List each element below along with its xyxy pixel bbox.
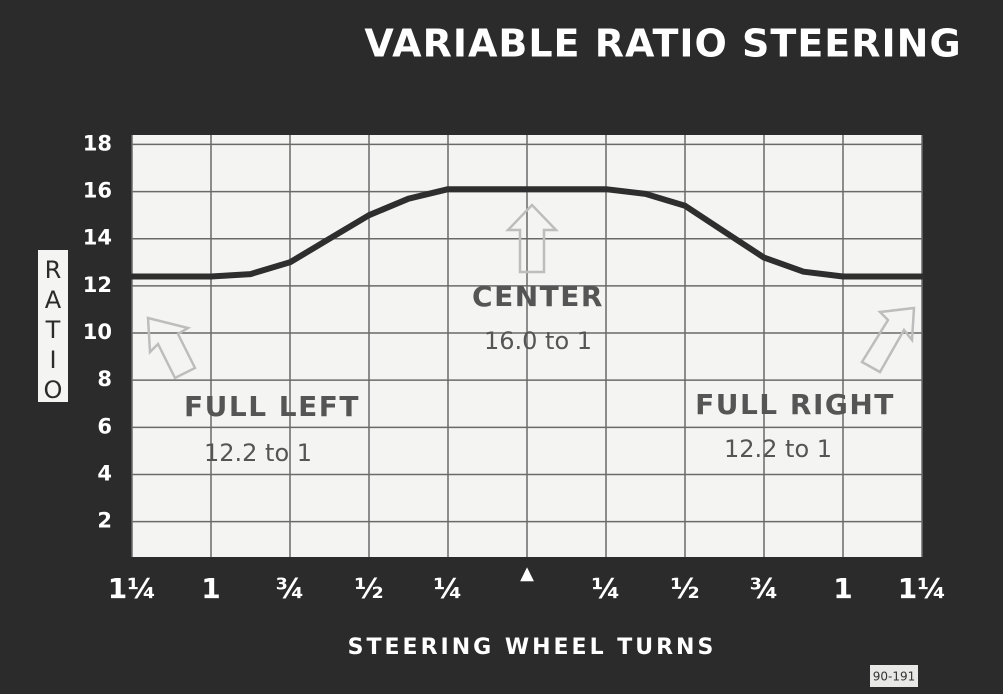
y-tick-label: 6 [97,414,112,438]
x-tick-label: ▲ [520,563,534,584]
y-tick-label: 4 [97,461,112,485]
x-tick-label: ¾ [750,572,779,605]
x-tick-label: ¾ [276,572,305,605]
center-arrow [505,203,559,274]
x-tick-label: ½ [671,572,700,605]
y-tick-label: 8 [97,367,112,391]
y-tick-label: 16 [83,179,112,203]
x-tick-label: 1 [833,572,852,605]
y-axis-label: RATIO [39,256,67,406]
x-tick-label: 1 [201,572,220,605]
y-tick-label: 10 [83,320,112,344]
x-tick-label: 1¼ [108,572,156,605]
ratio-line [129,186,925,280]
x-axis-label: STEERING WHEEL TURNS [348,635,717,660]
y-tick-label: 18 [83,131,112,155]
x-tick-label: 1¼ [898,572,946,605]
x-tick-label: ½ [355,572,384,605]
figure-code: 90-191 [873,670,916,684]
y-tick-label: 2 [97,509,112,533]
annotation: FULL RIGHT [695,388,895,421]
annotation: 12.2 to 1 [724,435,832,463]
x-tick-label: ¼ [434,572,463,605]
x-tick-label: ¼ [592,572,621,605]
annotation: 16.0 to 1 [484,327,592,355]
y-label-box [38,250,68,402]
annotation: 12.2 to 1 [204,439,312,467]
code-box [870,665,918,687]
y-tick-label: 14 [83,226,112,250]
y-tick-label: 12 [83,273,112,297]
chart-title: VARIABLE RATIO STEERING [364,22,961,66]
annotation: FULL LEFT [184,390,360,423]
annotation: CENTER [472,280,604,313]
right-arrow [860,306,916,374]
left-arrow [146,316,197,380]
